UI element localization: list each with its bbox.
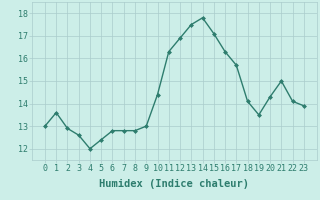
X-axis label: Humidex (Indice chaleur): Humidex (Indice chaleur) (100, 179, 249, 189)
